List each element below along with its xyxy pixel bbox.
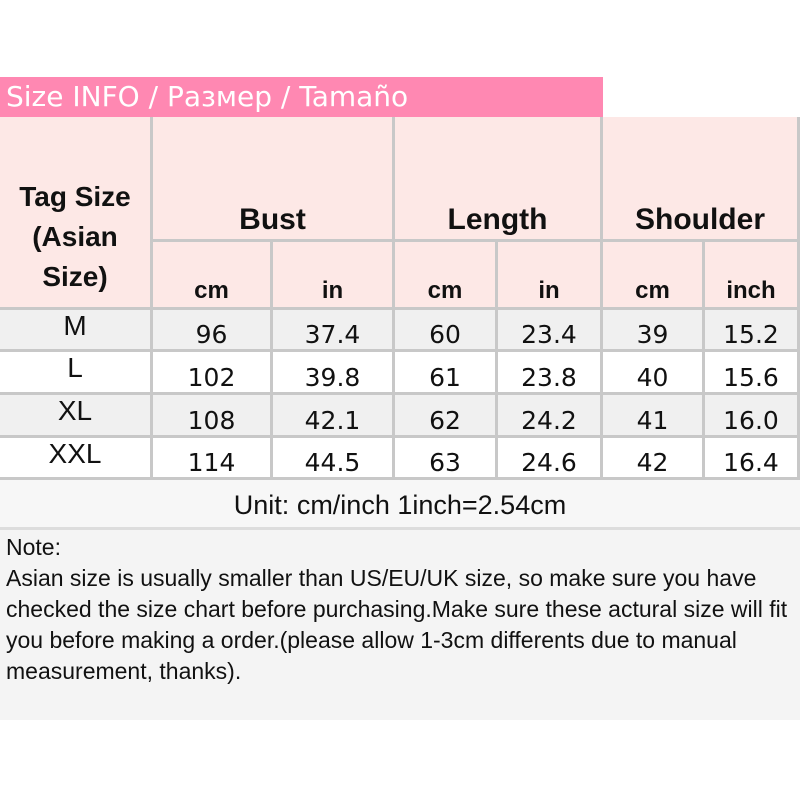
table-cell-text: 16.0 [723,406,779,435]
table-cell-text: 15.2 [723,320,779,349]
row-size-xl-text: XL [57,395,93,426]
table-cell-text: 16.4 [723,448,779,477]
table-cell-text: 62 [429,406,461,435]
table-cell-text: 44.5 [304,448,361,477]
table-cell: 108 [153,395,273,438]
header-unit-text: in [538,277,560,304]
table-cell-text: 102 [187,363,236,392]
row-size-xxl: XXL [0,438,153,480]
header-length: Length [395,117,603,242]
header-bust: Bust [153,117,395,242]
row-size-xl: XL [0,395,153,438]
header-unit: cm [153,242,273,310]
note-text: Asian size is usually smaller than US/EU… [6,565,788,684]
note-label: Note: [6,534,61,560]
note-section: Note: Asian size is usually smaller than… [0,530,800,720]
table-cell: 24.6 [498,438,603,480]
header-unit: cm [603,242,705,310]
header-unit: cm [395,242,498,310]
header-unit-text: inch [726,277,776,304]
header-shoulder: Shoulder [603,117,800,242]
table-cell: 96 [153,310,273,352]
table-cell: 102 [153,352,273,395]
table-cell: 24.2 [498,395,603,438]
table-cell-text: 40 [636,363,669,392]
table-cell-text: 96 [195,320,228,349]
table-cell-text: 24.6 [521,448,577,477]
table-cell: 23.4 [498,310,603,352]
table-cell: 62 [395,395,498,438]
table-cell-text: 15.6 [723,363,779,392]
table-cell: 16.4 [705,438,800,480]
header-unit: inch [705,242,800,310]
row-size-m: M [0,310,153,352]
table-cell-text: 114 [187,448,236,477]
row-size-m-text: M [63,310,87,341]
table-cell: 39 [603,310,705,352]
table-cell-text: 63 [429,448,461,477]
header-unit: in [498,242,603,310]
header-unit-text: in [321,277,344,304]
row-size-l-text: L [67,352,83,383]
table-cell-text: 42 [636,448,669,477]
header-tag-size-text: Tag Size (Asian Size) [19,181,131,292]
table-cell: 42 [603,438,705,480]
table-cell: 39.8 [273,352,395,395]
table-cell: 23.8 [498,352,603,395]
row-size-l: L [0,352,153,395]
header-bust-text: Bust [239,203,306,236]
table-cell-text: 23.8 [521,363,577,392]
table-cell-text: 42.1 [304,406,361,435]
header-unit-text: cm [635,277,670,304]
table-cell-text: 24.2 [521,406,577,435]
size-info-title: Size INFO / Размер / Tamaño [0,77,603,117]
table-cell: 61 [395,352,498,395]
header-unit-text: cm [194,277,229,304]
row-size-xxl-text: XXL [48,438,102,469]
header-unit: in [273,242,395,310]
table-cell: 40 [603,352,705,395]
table-cell-text: 41 [636,406,669,435]
table-cell: 42.1 [273,395,395,438]
table-cell: 114 [153,438,273,480]
table-cell: 60 [395,310,498,352]
table-cell-text: 37.4 [304,320,361,349]
table-cell: 63 [395,438,498,480]
header-unit-text: cm [427,277,463,304]
table-cell: 15.6 [705,352,800,395]
table-cell: 41 [603,395,705,438]
header-length-text: Length [447,203,548,236]
table-cell-text: 60 [429,320,461,349]
table-cell-text: 61 [429,363,461,392]
table-cell: 16.0 [705,395,800,438]
table-cell: 44.5 [273,438,395,480]
table-cell-text: 108 [187,406,236,435]
table-cell-text: 39.8 [304,363,361,392]
table-cell: 15.2 [705,310,800,352]
header-tag-size: Tag Size (Asian Size) [0,117,153,310]
table-cell: 37.4 [273,310,395,352]
table-cell-text: 23.4 [521,320,577,349]
table-cell-text: 39 [636,320,669,349]
unit-note: Unit: cm/inch 1inch=2.54cm [0,480,800,530]
header-shoulder-text: Shoulder [634,203,765,236]
